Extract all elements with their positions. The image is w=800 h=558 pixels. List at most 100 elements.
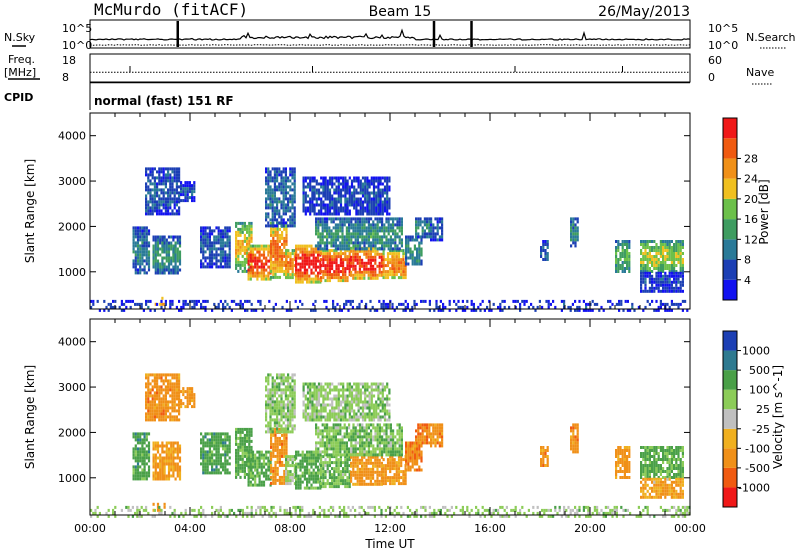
power-colorbar-label: Power [dB] (757, 179, 771, 244)
power-colorbar-tick-label: 8 (744, 254, 751, 267)
freq-tick-high: 18 (62, 54, 76, 67)
velocity-region-3 (180, 387, 195, 408)
x-tick-label: 08:00 (274, 522, 306, 535)
velocity-region-23 (640, 446, 684, 479)
velocity-colorbar-tick-label: 25 (756, 403, 770, 416)
power-region-3 (180, 181, 195, 202)
power-colorbar-swatch (723, 199, 737, 219)
velocity-colorbar-swatch (723, 409, 737, 429)
power-colorbar-swatch (723, 219, 737, 239)
power-colorbar-swatch (723, 158, 737, 178)
velocity-region-12 (320, 455, 351, 488)
nave-label: Nave (746, 66, 774, 79)
power-colorbar-swatch (723, 280, 737, 300)
power-region-12 (320, 249, 351, 282)
y-tick-label: 2000 (58, 220, 86, 233)
beam-title: Beam 15 (369, 4, 432, 20)
velocity-colorbar-tick-label: -100 (745, 442, 770, 455)
power-colorbar-tick-label: 4 (744, 274, 751, 287)
power-region-9 (285, 249, 296, 279)
velocity-region-20 (540, 446, 549, 467)
y-tick-label: 1000 (58, 472, 86, 485)
velocity-colorbar-swatch (723, 448, 737, 468)
power-colorbar-tick-label: 16 (744, 213, 758, 226)
velocity-region-15 (315, 423, 403, 456)
freq-unit-label: [MHz] (4, 66, 36, 79)
nsearch-line (90, 45, 690, 46)
power-colorbar-tick-label: 24 (744, 173, 758, 186)
power-ylabel: Slant Range [km] (23, 159, 37, 263)
power-region-0 (133, 226, 151, 274)
velocity-region-10 (265, 373, 296, 433)
nsky-spike (433, 21, 436, 47)
power-region-18 (415, 217, 430, 238)
power-region-7 (248, 245, 272, 281)
velocity-colorbar-swatch (723, 468, 737, 488)
power-region-16 (303, 177, 391, 216)
freq-tick-low: 8 (62, 71, 69, 84)
velocity-region-2 (145, 373, 180, 421)
cpid-label: CPID (4, 91, 33, 104)
freq-lines (90, 66, 690, 82)
power-region-8 (270, 222, 288, 279)
nsky-spike (470, 21, 473, 47)
power-region-5 (200, 226, 231, 268)
power-colorbar-tick-label: 20 (744, 193, 758, 206)
nsearch-tick-high: 10^5 (708, 22, 738, 35)
power-region-2 (145, 167, 180, 215)
velocity-region-1 (153, 442, 182, 481)
x-tick-label: 16:00 (474, 522, 506, 535)
power-region-21 (570, 217, 579, 247)
nsky-line (90, 30, 690, 40)
power-region-24 (640, 272, 684, 293)
velocity-region-14 (383, 455, 407, 485)
power-region-13 (350, 247, 383, 280)
power-colorbar-swatch (723, 118, 737, 138)
power-region-14 (383, 249, 407, 279)
freq-panel (90, 54, 690, 82)
power-colorbar-swatch (723, 239, 737, 259)
y-tick-label: 2000 (58, 426, 86, 439)
velocity-colorbar-swatch (723, 370, 737, 390)
nsky-tick-low: 10^0 (62, 39, 92, 52)
power-colorbar-tick-label: 28 (744, 152, 758, 165)
velocity-region-7 (248, 451, 272, 487)
power-region-11 (295, 245, 321, 284)
cpid-value: normal (fast) 151 RF (94, 94, 234, 108)
power-region-22 (615, 240, 630, 273)
power-region-17 (405, 236, 423, 266)
velocity-region-11 (295, 451, 321, 490)
noise-panel (90, 20, 690, 48)
velocity-colorbar-tick-label: -500 (745, 462, 770, 475)
velocity-colorbar-tick-label: -25 (752, 423, 770, 436)
date-title: 26/May/2013 (598, 4, 690, 20)
velocity-colorbar-swatch (723, 390, 737, 410)
power-colorbar-swatch (723, 179, 737, 199)
power-region-19 (430, 217, 443, 241)
velocity-region-19 (430, 423, 443, 447)
velocity-region-24 (640, 478, 684, 499)
velocity-colorbar-swatch (723, 429, 737, 449)
y-tick-label: 3000 (58, 175, 86, 188)
velocity-colorbar-swatch (723, 351, 737, 371)
nsearch-tick-low: 10^0 (708, 39, 738, 52)
velocity-region-9 (285, 455, 296, 485)
power-region-1 (153, 236, 182, 275)
station-title: McMurdo (fitACF) (94, 0, 248, 19)
nsky-spike (177, 21, 180, 47)
velocity-region-5 (200, 432, 231, 474)
power-region-15 (315, 217, 403, 250)
velocity-region-18 (415, 423, 430, 444)
nsky-label: N.Sky (4, 31, 36, 44)
power-colorbar-tick-label: 12 (744, 233, 758, 246)
power-heatmap (90, 167, 688, 312)
velocity-region-13 (350, 453, 383, 486)
velocity-region-16 (303, 383, 391, 422)
velocity-colorbar-tick-label: 100 (749, 384, 770, 397)
y-tick-label: 4000 (58, 336, 86, 349)
velocity-region-21 (570, 423, 579, 453)
power-colorbar-swatch (723, 138, 737, 158)
velocity-colorbar-label: Velocity [m s^-1] (771, 365, 785, 469)
y-tick-label: 3000 (58, 381, 86, 394)
